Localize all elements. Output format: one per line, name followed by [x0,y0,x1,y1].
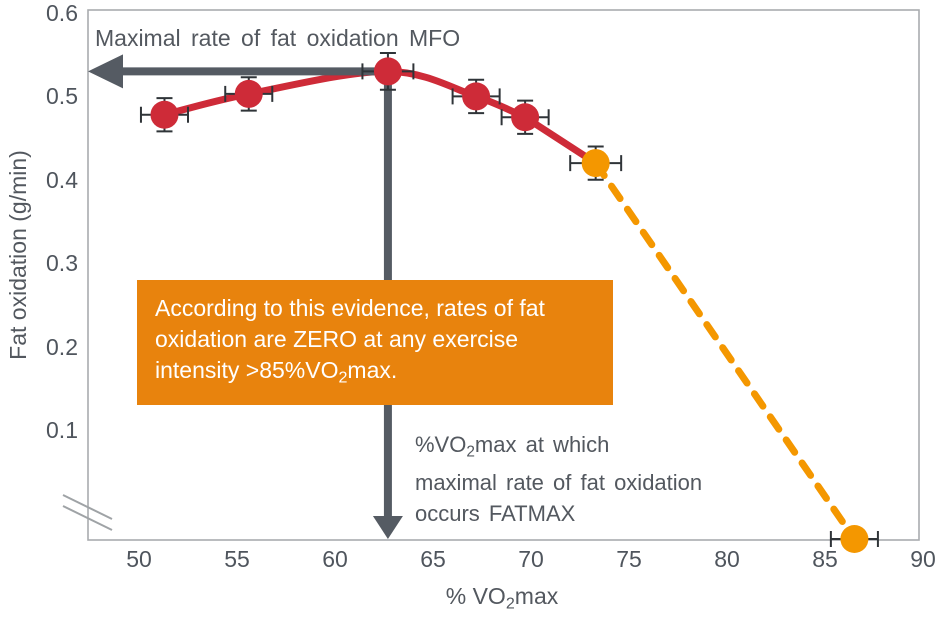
x-axis-title-subscript: 2 [505,594,515,613]
y-axis-tick-label: 0.2 [46,333,78,360]
x-axis-title: % VO2max [397,583,607,614]
callout-line-3-text: max. [347,357,398,383]
zero-fat-oxidation-callout: According to this evidence, rates of fat… [137,280,613,405]
fatmax-annotation: %VO2max at which maximal rate of fat oxi… [415,429,702,529]
callout-line-3: intensity >85%VO2max. [155,355,613,394]
x-axis-tick-label: 70 [518,546,544,572]
x-axis-tick-label: 55 [224,546,250,572]
x-axis-title-text: % VO [445,583,506,609]
x-axis-tick-label: 90 [910,546,936,572]
fatmax-line-1: %VO2max at which [415,429,702,467]
x-axis-tick-label: 75 [616,546,642,572]
fatmax-line-1-text: %VO [415,432,467,457]
x-axis-tick-label: 80 [714,546,740,572]
callout-line-2: oxidation are ZERO at any exercise [155,326,519,352]
x-axis-tick-label: 85 [812,546,838,572]
x-axis-tick-label: 65 [420,546,446,572]
callout-line-3-subscript: 2 [338,368,348,387]
fatmax-line-1-subscript: 2 [466,443,475,461]
y-axis-tick-label: 0.1 [46,417,78,443]
y-axis-tick-label: 0.4 [46,166,78,193]
fatmax-line-3: occurs FATMAX [415,501,576,527]
y-axis-tick-label: 0.6 [46,0,78,26]
y-axis-tick-label: 0.5 [46,83,78,110]
x-axis-tick-label: 60 [322,546,348,572]
x-axis-title-text: max [514,583,559,609]
callout-line-1: According to this evidence, rates of fat [155,295,545,321]
y-axis-tick-label: 0.3 [46,250,78,277]
fatmax-line-2: maximal rate of fat oxidation [415,470,703,496]
mfo-annotation: Maximal rate of fat oxidation MFO [95,25,461,51]
x-axis-tick-label: 50 [126,546,152,572]
fatmax-line-1-text: max at which [474,432,610,457]
callout-line-3-text: intensity >85%VO [155,357,339,383]
